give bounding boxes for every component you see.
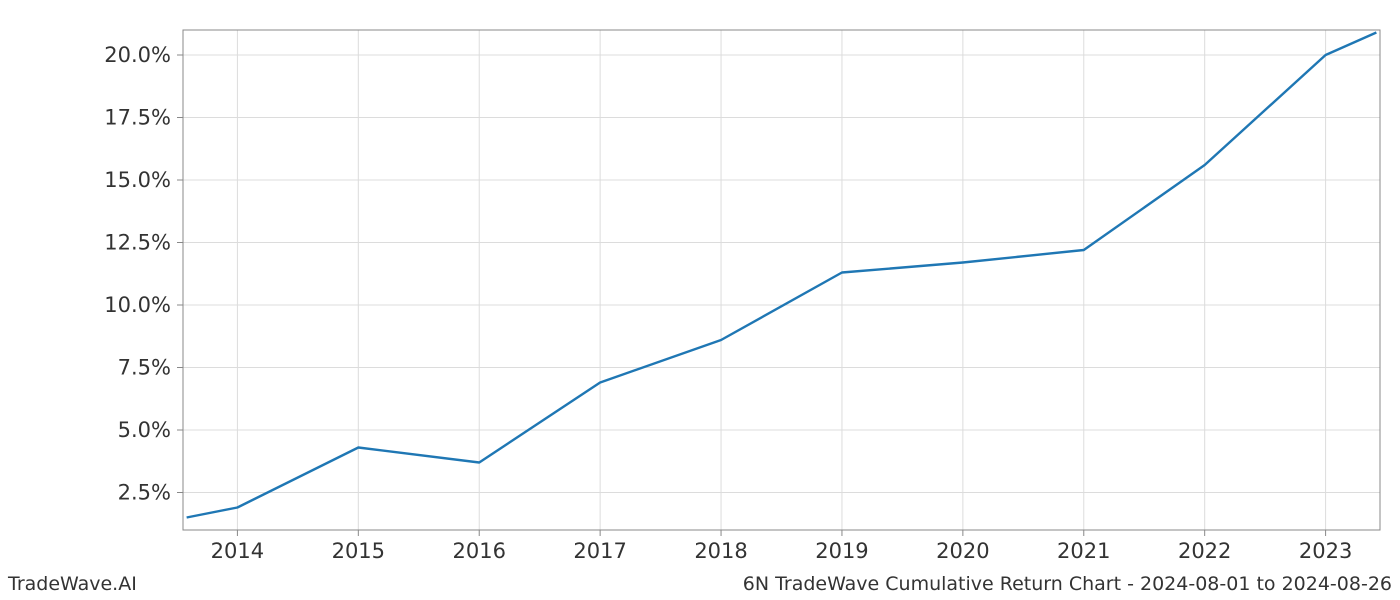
x-tick-label: 2023 bbox=[1299, 539, 1352, 563]
x-tick-label: 2015 bbox=[332, 539, 385, 563]
x-tick-label: 2022 bbox=[1178, 539, 1231, 563]
x-tick-label: 2014 bbox=[211, 539, 264, 563]
y-tick-label: 15.0% bbox=[104, 168, 171, 192]
footer-right-label: 6N TradeWave Cumulative Return Chart - 2… bbox=[743, 573, 1392, 595]
y-tick-label: 12.5% bbox=[104, 231, 171, 255]
x-tick-label: 2016 bbox=[453, 539, 506, 563]
x-tick-label: 2018 bbox=[694, 539, 747, 563]
x-tick-label: 2019 bbox=[815, 539, 868, 563]
y-tick-label: 2.5% bbox=[118, 481, 171, 505]
chart-container: 2014 2015 2016 2017 2018 2019 2020 2021 2022 2023… bbox=[0, 0, 1400, 600]
footer-left-label: TradeWave.AI bbox=[8, 573, 137, 595]
y-tick-label: 5.0% bbox=[118, 418, 171, 442]
y-tick-label: 7.5% bbox=[118, 356, 171, 380]
x-tick-label: 2017 bbox=[573, 539, 626, 563]
x-tick-label: 2021 bbox=[1057, 539, 1110, 563]
x-tick-label: 2020 bbox=[936, 539, 989, 563]
y-tick-label: 17.5% bbox=[104, 106, 171, 130]
y-tick-label: 10.0% bbox=[104, 293, 171, 317]
y-tick-label: 20.0% bbox=[104, 43, 171, 67]
line-chart: 2014 2015 2016 2017 2018 2019 2020 2021 2022 2023… bbox=[0, 0, 1400, 600]
footer: TradeWave.AI 6N TradeWave Cumulative Ret… bbox=[0, 572, 1400, 600]
